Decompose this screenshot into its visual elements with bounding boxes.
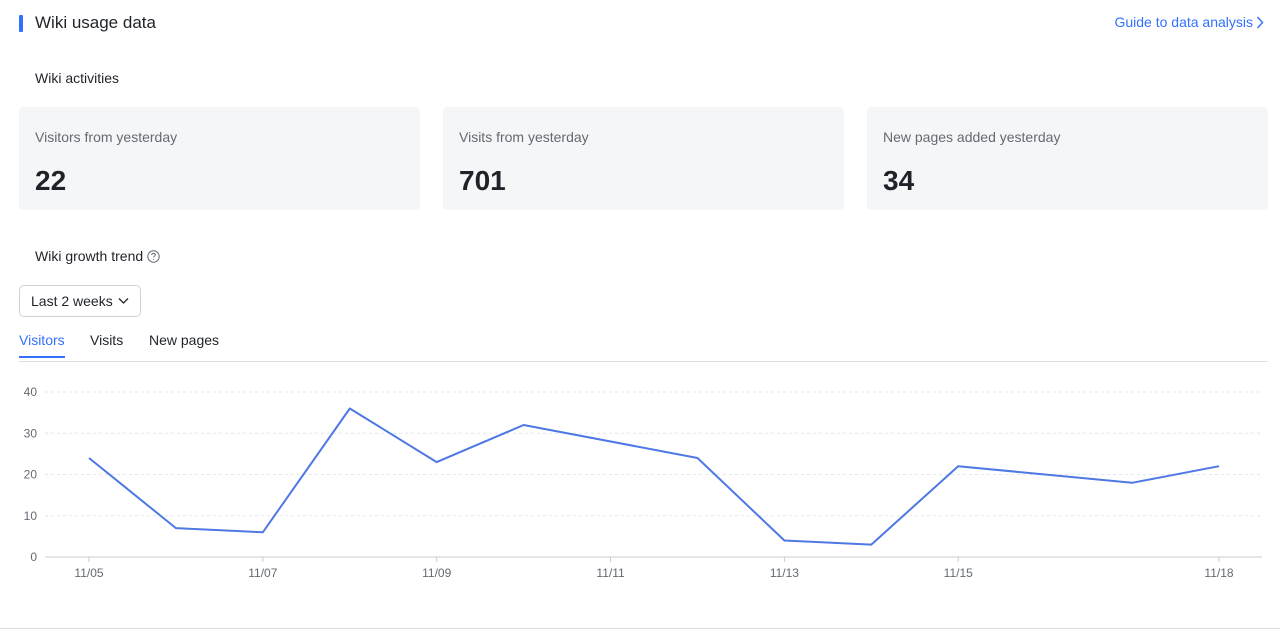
chevron-right-icon [1256, 16, 1264, 28]
stat-label: Visits from yesterday [459, 129, 589, 145]
date-range-value: Last 2 weeks [31, 293, 113, 309]
x-tick-label: 11/13 [770, 566, 799, 580]
stat-card-new-pages: New pages added yesterday 34 [867, 107, 1268, 210]
wiki-growth-trend-heading: Wiki growth trend [35, 248, 160, 264]
wiki-activities-heading: Wiki activities [35, 70, 120, 86]
visitors-trend-chart: 0 10 20 30 40 11/05 11/07 11/09 11/11 11/13 11/15 1… [24, 385, 1262, 580]
x-tick-label: 11/07 [248, 566, 277, 580]
data-point[interactable] [782, 538, 786, 542]
tab-visits[interactable]: Visits [90, 332, 124, 348]
bottom-divider [0, 628, 1280, 629]
data-point[interactable] [695, 456, 699, 460]
data-point[interactable] [1217, 464, 1221, 468]
stat-card-visitors: Visitors from yesterday 22 [19, 107, 420, 210]
stat-value: 701 [459, 165, 506, 196]
page-header: Wiki usage data Guide to data analysis [19, 12, 1264, 36]
data-point[interactable] [87, 456, 91, 460]
header-accent-bar [19, 15, 23, 32]
data-point[interactable] [174, 526, 178, 530]
data-point[interactable] [1130, 481, 1134, 485]
trend-label: Wiki growth trend [35, 248, 144, 264]
y-tick-label: 20 [24, 468, 38, 482]
series-line-visitors [88, 407, 1220, 546]
data-point[interactable] [869, 542, 873, 546]
date-range-select[interactable]: Last 2 weeks [19, 285, 141, 317]
stat-card-visits: Visits from yesterday 701 [443, 107, 844, 210]
y-tick-label: 0 [30, 550, 37, 564]
stat-label: Visitors from yesterday [35, 129, 178, 145]
x-tick-label: 11/15 [944, 566, 973, 580]
stat-value: 34 [883, 165, 915, 196]
page-title: Wiki usage data [35, 13, 156, 32]
y-tick-label: 30 [24, 426, 38, 440]
data-point[interactable] [956, 464, 960, 468]
x-tick-label: 11/09 [422, 566, 451, 580]
tab-visitors[interactable]: Visitors [19, 332, 65, 358]
x-tick-label: 11/18 [1204, 566, 1233, 580]
data-point[interactable] [261, 530, 265, 534]
data-point[interactable] [521, 423, 525, 427]
trend-tabs: Visitors Visits New pages [19, 330, 1268, 362]
guide-to-data-analysis-link[interactable]: Guide to data analysis [1114, 14, 1264, 30]
data-point[interactable] [434, 460, 438, 464]
stat-label: New pages added yesterday [883, 129, 1061, 145]
stat-value: 22 [35, 165, 67, 196]
tab-new-pages[interactable]: New pages [149, 332, 220, 348]
x-tick-label: 11/11 [596, 566, 625, 580]
data-point[interactable] [348, 406, 352, 410]
chevron-down-icon [118, 298, 129, 304]
x-tick-label: 11/05 [74, 566, 103, 580]
question-circle-icon[interactable] [147, 249, 160, 263]
y-tick-label: 40 [24, 385, 38, 399]
guide-link-label: Guide to data analysis [1114, 14, 1253, 30]
y-tick-label: 10 [24, 509, 38, 523]
